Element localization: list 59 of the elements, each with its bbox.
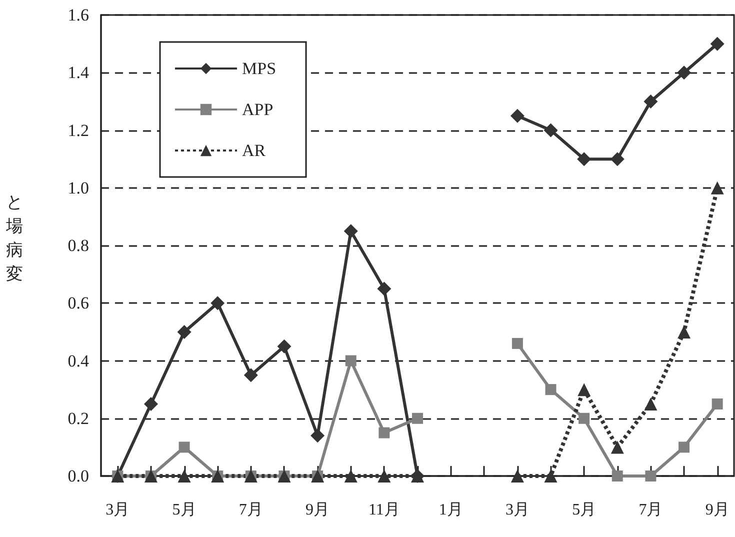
point [177, 324, 192, 339]
y-tick-label: 0.8 [68, 236, 89, 255]
point [510, 108, 524, 123]
point [612, 470, 623, 482]
y-tick-label: 0.4 [68, 351, 90, 370]
x-tick-label: 1月 [438, 502, 463, 518]
point [378, 427, 390, 438]
y-tick-label: 0.6 [68, 294, 89, 313]
point [710, 181, 724, 194]
x-tick-label: 5月 [572, 502, 596, 518]
point [644, 397, 658, 410]
point [377, 282, 392, 296]
point [712, 398, 723, 410]
point [310, 428, 325, 443]
point [345, 355, 356, 366]
y-tick-label: 1.0 [68, 178, 89, 198]
y-tick-label: 0.0 [68, 466, 89, 486]
point [544, 123, 558, 138]
point [144, 396, 158, 411]
point [578, 383, 591, 396]
point [344, 224, 358, 238]
point [510, 470, 524, 482]
point [678, 442, 690, 453]
point [710, 36, 724, 51]
point [412, 412, 423, 424]
point [610, 152, 624, 166]
point [644, 94, 658, 108]
point [344, 470, 358, 482]
x-tick-label: 9月 [705, 502, 730, 518]
x-tick-label: 7月 [238, 502, 263, 518]
y-axis-title: と場病変 [5, 192, 23, 284]
y-tick-label: 1.4 [68, 63, 90, 82]
point [645, 470, 656, 482]
point [545, 384, 556, 396]
x-tick-label: 5月 [172, 502, 196, 518]
x-tick-label: 11月 [368, 502, 400, 518]
point [678, 325, 691, 338]
x-tick-label: 9月 [306, 502, 330, 518]
point [244, 368, 258, 382]
point [210, 296, 225, 310]
point [178, 470, 191, 482]
point [578, 412, 590, 424]
point [512, 338, 523, 349]
legend-label: MPS [242, 59, 276, 78]
y-tick-label: 1.6 [68, 6, 89, 24]
y-tick-label: 1.2 [68, 120, 89, 140]
x-tick-label: 7月 [638, 502, 663, 518]
point [544, 470, 558, 482]
y-tick-label: 0.2 [68, 408, 89, 428]
legend-label: AR [242, 141, 266, 160]
x-tick-label: 3月 [106, 502, 130, 518]
point [277, 339, 292, 354]
point [677, 66, 692, 80]
legend-label: APP [242, 100, 274, 119]
point [610, 440, 624, 454]
point [178, 442, 190, 453]
point [577, 152, 592, 166]
point [378, 470, 391, 482]
x-tick-label: 3月 [505, 502, 530, 518]
